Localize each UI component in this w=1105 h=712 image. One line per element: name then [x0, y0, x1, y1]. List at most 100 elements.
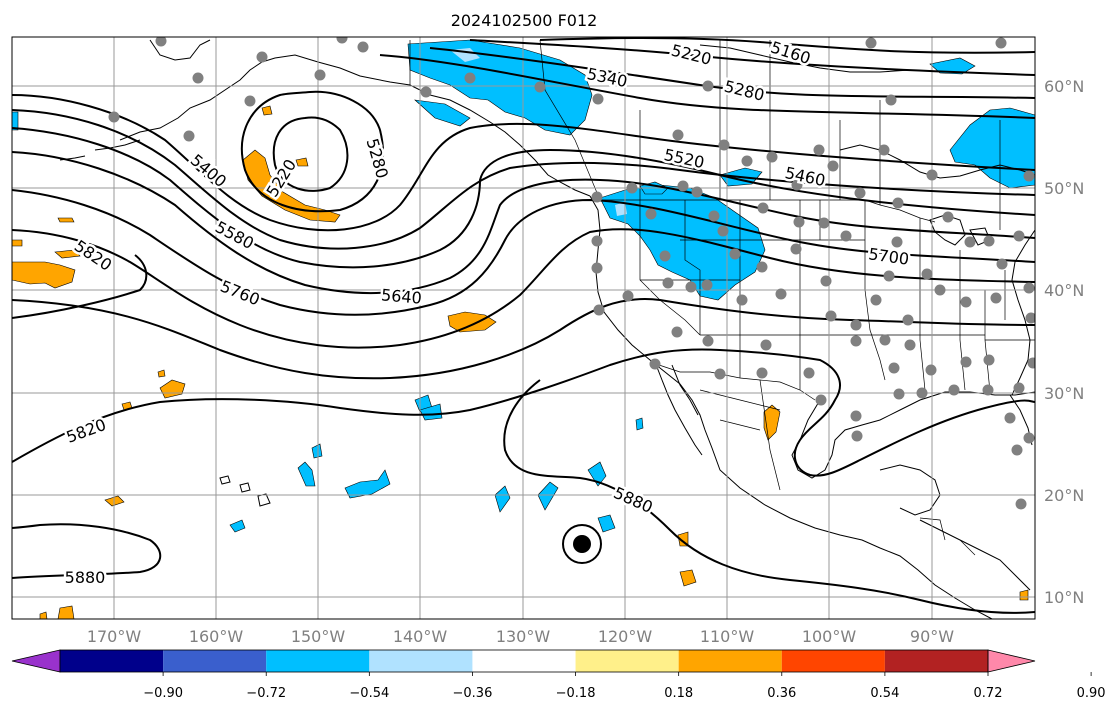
- station-dot: [1025, 312, 1035, 324]
- contour-closed-high: [562, 524, 602, 564]
- station-dot: [960, 296, 972, 308]
- contour-label-5880-west: 5880: [65, 568, 106, 587]
- coast-east-us: [1011, 229, 1035, 396]
- colorbar-segment: [472, 650, 576, 672]
- shade-dateline-1: [12, 261, 76, 289]
- map-title: 2024102500 F012: [451, 11, 598, 30]
- station-dot: [921, 268, 933, 280]
- station-dot: [902, 314, 914, 326]
- height-contours: [12, 37, 1035, 614]
- coast-gulf-mx: [791, 391, 1035, 479]
- station-dot: [983, 354, 995, 366]
- shade-epac-6: [39, 611, 48, 619]
- station-dot: [685, 281, 697, 293]
- station-dot: [1004, 412, 1016, 424]
- shade-gulf-low-2: [295, 157, 309, 167]
- station-dot: [155, 37, 167, 47]
- lon-label-100w: 100°W: [802, 627, 857, 646]
- lon-label-110w: 110°W: [700, 627, 755, 646]
- station-dot: [815, 394, 827, 406]
- border-mexico-states: [699, 379, 976, 556]
- coast-alaska: [119, 54, 591, 197]
- station-dot: [702, 80, 714, 92]
- station-dot: [942, 211, 954, 223]
- station-dot: [775, 288, 787, 300]
- station-dot: [626, 182, 638, 194]
- station-dot: [729, 248, 741, 260]
- station-dot: [256, 51, 268, 63]
- latitude-labels: 60°N 50°N 40°N 30°N 20°N 10°N: [1044, 77, 1084, 607]
- shade-central-pac: [447, 311, 497, 333]
- station-dot: [850, 335, 862, 347]
- station-dot: [892, 197, 904, 209]
- contour-5580: [12, 151, 1035, 295]
- station-dot: [766, 151, 778, 163]
- station-dot: [662, 277, 674, 289]
- shade-gulf-low: [242, 149, 341, 223]
- border-states-e: [919, 218, 1035, 393]
- station-dot: [879, 334, 891, 346]
- station-dot: [820, 275, 832, 287]
- station-dot: [948, 384, 960, 396]
- colorbar-tick-label: −0.90: [143, 686, 183, 701]
- shade-islands-11: [12, 111, 19, 131]
- contour-low-5280: [240, 90, 385, 213]
- station-dot: [1011, 444, 1023, 456]
- colorbar-frame: [59, 649, 989, 673]
- longitude-labels: 170°W 160°W 150°W 140°W 130°W 120°W 110°…: [87, 627, 954, 646]
- border-us-mexico: [649, 361, 816, 401]
- station-dot: [718, 139, 730, 151]
- station-dot: [108, 111, 120, 123]
- station-dot: [244, 95, 256, 107]
- station-dot: [702, 335, 714, 347]
- station-dot: [183, 130, 195, 142]
- colorbar-extend-low: [11, 649, 61, 673]
- station-dot: [827, 160, 839, 172]
- station-dot: [893, 388, 905, 400]
- station-dot: [818, 217, 830, 229]
- station-dot: [756, 367, 768, 379]
- station-dot: [803, 367, 815, 379]
- station-dot: [1013, 230, 1025, 242]
- station-dot: [926, 169, 938, 181]
- shade-islands-12: [635, 417, 644, 431]
- contour-5700: [12, 228, 1035, 349]
- contour-5760: [12, 254, 1035, 380]
- shade-islands-9: [597, 514, 616, 533]
- contour-5280-east: [429, 47, 1035, 99]
- contour-label-5640: 5640: [380, 285, 422, 307]
- station-dot: [192, 72, 204, 84]
- station-dot: [591, 235, 603, 247]
- station-dot: [708, 210, 720, 222]
- station-dot: [990, 292, 1002, 304]
- station-dot: [760, 339, 772, 351]
- colorbar-tick-label: 0.72: [974, 686, 1003, 701]
- station-dot: [691, 186, 703, 198]
- contour-5160: [539, 37, 1035, 54]
- shade-islands-4: [297, 461, 316, 487]
- station-dot: [790, 243, 802, 255]
- lon-label-140w: 140°W: [393, 627, 448, 646]
- station-dot: [1023, 432, 1035, 444]
- light-pnw: [615, 202, 627, 216]
- map-panel: 5160 5220 5220 5280 5280 5340 5400 5460 …: [11, 36, 1084, 646]
- station-dot: [904, 339, 916, 351]
- lat-label-60n: 60°N: [1044, 77, 1084, 96]
- station-dot: [336, 37, 348, 44]
- shade-dateline-4: [57, 217, 75, 223]
- colorbar-segment: [575, 650, 679, 672]
- contour-5640: [12, 189, 1035, 316]
- colorbar-tick-label: −0.72: [246, 686, 286, 701]
- shade-epac-5: [57, 605, 75, 619]
- colorbar-tick-label: 0.90: [1077, 686, 1105, 701]
- lon-label-90w: 90°W: [910, 627, 954, 646]
- station-dot: [464, 72, 476, 84]
- border-canada-prov: [539, 39, 1001, 230]
- station-dot: [813, 144, 825, 156]
- contour-low-5220: [272, 116, 349, 192]
- colorbar-tick-label: −0.36: [453, 686, 493, 701]
- contour-5220-east: [469, 39, 1035, 76]
- coast-hudson: [839, 144, 1035, 179]
- station-dot: [840, 230, 852, 242]
- coast-yucatan: [879, 464, 941, 516]
